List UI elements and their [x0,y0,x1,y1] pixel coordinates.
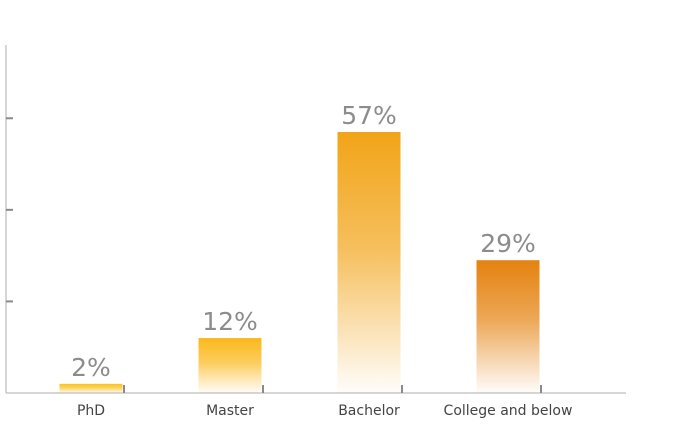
bar-bachelor [337,132,401,393]
bar-phd [59,383,123,393]
value-label-1: 12% [202,307,258,336]
value-label-2: 57% [341,101,397,130]
labels: 2% PhD 12% Master 57% Bachelor 29% College and … [71,101,572,419]
value-label-0: 2% [71,353,111,382]
category-label-2: Bachelor [338,403,400,419]
category-label-3: College and below [444,403,573,419]
bars [59,132,540,393]
bar-college-and-below [476,260,540,393]
category-label-1: Master [206,403,254,419]
value-label-3: 29% [480,229,536,258]
bar-master [198,338,262,393]
category-label-0: PhD [77,403,105,419]
